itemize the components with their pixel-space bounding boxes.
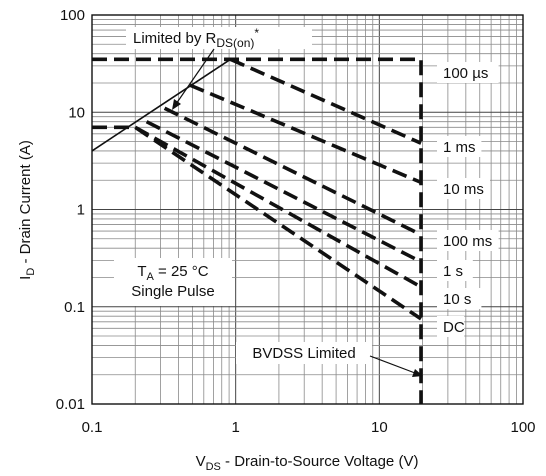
condition-line-1: TA = 25 °C [137,263,208,283]
curve-label-box [437,260,473,281]
x-tick-label: 10 [371,419,388,436]
curve-label-box [437,288,482,309]
x-tick-label: 0.1 [82,419,103,436]
curves [91,57,423,404]
y-tick-label: 0.1 [64,299,85,316]
curve-labels: 100 µs 1 ms 10 ms 100 ms 1 s 10 s DC [437,62,499,337]
soa-curve-1-ms [229,57,422,145]
soa-curve-10-ms [189,83,422,185]
soa-curve-10-s [134,125,422,289]
curve-label: 1 ms [443,139,476,156]
curve-label: 100 µs [443,65,488,82]
curve-label-box [437,316,465,337]
bvdss-label: BVDSS Limited [252,345,355,362]
rds-limit-label-box [126,27,312,49]
bvdss-arrow-shaft [369,355,416,374]
curve-label: 1 s [443,263,463,280]
condition-line-2: Single Pulse [131,283,214,300]
condition-annotation: TA = 25 °C Single Pulse [114,258,232,306]
rds-limit-annotation: Limited by RDS(on)* [126,26,312,110]
rds-on-limit-line [91,58,231,152]
soa-curve-100-s [92,57,423,404]
soa-curve-dc [92,125,423,321]
soa-curve-1-s [145,120,422,264]
bvdss-label-box [236,342,372,364]
curve-label-box [437,178,490,199]
x-tick-label: 100 [510,419,535,436]
rds-limit-arrow-shaft [175,48,215,105]
curve-label-box [437,230,499,251]
curve-label: DC [443,319,465,336]
y-tick-label: 1 [77,202,85,219]
y-axis-title: ID - Drain Current (A) [17,140,37,280]
curve-label: 100 ms [443,233,492,250]
plot-frame [91,14,524,405]
x-axis-title: VDS - Drain-to-Source Voltage (V) [196,453,419,473]
y-tick-label: 100 [60,7,85,24]
bvdss-arrow-head [412,369,423,377]
curve-label-box [437,136,482,157]
curve-label: 10 ms [443,181,484,198]
soa-curve-100-ms [163,106,422,237]
rds-limit-arrow-head [172,99,181,110]
y-tick-label: 0.01 [56,396,85,413]
y-tick-label: 10 [68,104,85,121]
condition-box [114,258,232,306]
curve-label: 10 s [443,291,471,308]
bvdss-annotation: BVDSS Limited [236,342,423,377]
tick-labels: 0.1 1 10 100 0.01 0.1 1 10 100 [56,7,536,436]
rds-limit-label: Limited by RDS(on)* [133,26,259,50]
curve-label-box [437,62,499,83]
x-tick-label: 1 [231,419,239,436]
